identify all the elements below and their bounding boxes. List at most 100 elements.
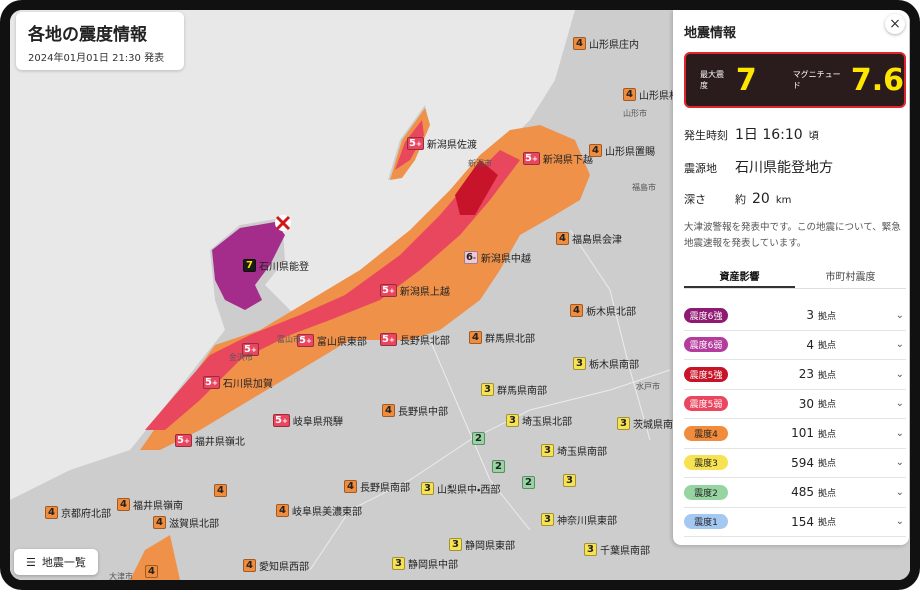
intensity-level: 4 <box>592 145 599 156</box>
area-name: 長野県南部 <box>360 483 410 494</box>
unit: 拠点 <box>818 429 837 440</box>
area-name: 群馬県南部 <box>497 386 547 397</box>
intensity-level: 3 <box>587 544 594 555</box>
count: 3 <box>806 308 814 323</box>
intensity-badge: 震度6強 <box>684 307 728 323</box>
city-label: 新潟市 <box>468 159 492 168</box>
intensity-level: 2 <box>495 461 502 472</box>
detail-value: 20 <box>752 191 770 207</box>
intensity-badge: 6- <box>464 251 478 264</box>
detail-label: 深さ <box>684 193 706 206</box>
intensity-level: 3 <box>544 514 551 525</box>
summary-box: 最大震度 7 マグニチュード 7.6 <box>684 52 906 108</box>
city-label: 水戸市 <box>636 382 660 391</box>
area-label: 4 群馬県北部 <box>469 330 535 345</box>
area-label: 5 + 石川県加賀 <box>203 375 273 390</box>
intensity-badge: 4 <box>382 404 395 417</box>
area-label: 3 <box>563 474 576 487</box>
intensity-badge: 3 <box>392 557 405 570</box>
chevron: ⌄ <box>895 368 904 380</box>
area-name: 栃木県南部 <box>589 360 639 371</box>
intensity-badge: 3 <box>506 414 519 427</box>
area-name: 千葉県南部 <box>600 546 650 557</box>
area-name: 福井県嶺北 <box>194 437 245 448</box>
intensity-level: 3 <box>424 483 431 494</box>
area-name: 福島県会津 <box>572 235 622 246</box>
intensity-row[interactable]: 震度5弱 30 拠点 ⌄ <box>684 390 906 419</box>
area-name: 山梨県中・西部 <box>437 485 501 496</box>
intensity-row[interactable]: 震度3 594 拠点 ⌄ <box>684 449 906 478</box>
area-name: 岐阜県美濃東部 <box>292 507 362 518</box>
area-label: 3 静岡県中部 <box>392 556 458 571</box>
intensity-badge: 3 <box>584 543 597 556</box>
detail-prefix: 約 <box>735 193 746 206</box>
intensity-row[interactable]: 震度4 101 拠点 ⌄ <box>684 419 906 449</box>
area-label: 5 + 新潟県下越 <box>523 151 593 166</box>
intensity-level: 5 <box>525 153 532 164</box>
area-label: 4 <box>145 565 158 578</box>
panel-title: 地震情報 <box>684 26 737 41</box>
close-button[interactable]: × <box>885 14 905 34</box>
intensity-level: 5 <box>382 285 389 296</box>
intensity-badge: 3 <box>563 474 576 487</box>
intensity-badge: 4 <box>556 232 569 245</box>
detail-row: 震源地 石川県能登地方 <box>684 157 833 177</box>
intensity-badge: 5 + <box>203 376 220 389</box>
area-label: 3 埼玉県南部 <box>541 443 607 458</box>
count: 594 <box>791 455 814 470</box>
intensity-level: 4 <box>347 481 354 492</box>
area-label: 5 + 長野県北部 <box>380 332 450 347</box>
intensity-level: 4 <box>573 305 580 316</box>
tabs: 資産影響 市町村震度 <box>684 262 906 289</box>
tab[interactable]: 資産影響 <box>684 262 795 288</box>
intensity-badge: 2 <box>492 460 505 473</box>
area-label: 3 千葉県南部 <box>584 542 650 557</box>
notice: 大津波警報を発表中です。この地震について、緊急地震速報を発表しています。 <box>684 222 901 249</box>
tab[interactable]: 市町村震度 <box>825 272 876 283</box>
intensity-badge: 3 <box>481 383 494 396</box>
intensity-row[interactable]: 震度5強 23 拠点 ⌄ <box>684 360 906 390</box>
detail-row: 深さ 約 20 km <box>684 191 791 207</box>
area-name: 栃木県北部 <box>586 307 636 318</box>
area-label: 5 + 岐阜県飛騨 <box>273 413 343 428</box>
intensity-level: 3 <box>452 539 459 550</box>
timestamp: 2024年01月01日 21:30 発表 <box>28 53 165 64</box>
area-name: 京都府北部 <box>61 509 111 520</box>
intensity-row[interactable]: 震度2 485 拠点 ⌄ <box>684 478 906 508</box>
area-name: 新潟県下越 <box>542 155 593 166</box>
area-label: 5 + 新潟県上越 <box>380 283 450 298</box>
list-button[interactable]: ☰ 地震一覧 <box>14 549 98 575</box>
area-label: 4 長野県南部 <box>344 479 410 494</box>
area-label: 4 岐阜県美濃東部 <box>276 503 362 518</box>
area-name: 群馬県北部 <box>485 334 535 345</box>
city-label: 福島市 <box>632 183 656 192</box>
intensity-badge: 5 + <box>407 137 424 150</box>
area-name: 富山県東部 <box>316 337 367 348</box>
intensity-level: 4 <box>156 517 163 528</box>
intensity-badge: 2 <box>472 432 485 445</box>
chevron: ⌄ <box>895 516 904 528</box>
intensity-badge: 震度2 <box>684 484 728 500</box>
intensity-level: 4 <box>217 485 224 496</box>
area-label: 3 茨城県南部 <box>617 416 683 431</box>
area-label: 5 + 富山県東部 <box>297 333 367 348</box>
area-label: 3 埼玉県北部 <box>506 413 572 428</box>
intensity-row[interactable]: 震度1 154 拠点 ⌄ <box>684 508 906 537</box>
city-label: 大津市 <box>109 572 133 580</box>
intensity-row[interactable]: 震度6強 3 拠点 ⌄ <box>684 301 906 331</box>
intensity-level: 3 <box>484 384 491 395</box>
intensity-badge: 3 <box>421 482 434 495</box>
area-label: 2 <box>472 432 485 445</box>
intensity-row[interactable]: 震度6弱 4 拠点 ⌄ <box>684 331 906 360</box>
area-name: 山形県庄内 <box>589 40 639 51</box>
intensity-badge: 5 + <box>297 334 314 347</box>
intensity-badge: 4 <box>589 144 602 157</box>
chevron: ⌄ <box>895 398 904 410</box>
max-value: 7 <box>735 62 757 98</box>
area-label: 4 <box>214 484 227 497</box>
intensity-badge: 震度6弱 <box>684 337 728 353</box>
unit: 拠点 <box>818 518 837 529</box>
intensity-level: 5 <box>177 435 184 446</box>
detail-label: 震源地 <box>684 162 717 175</box>
intensity-badge: 3 <box>541 444 554 457</box>
